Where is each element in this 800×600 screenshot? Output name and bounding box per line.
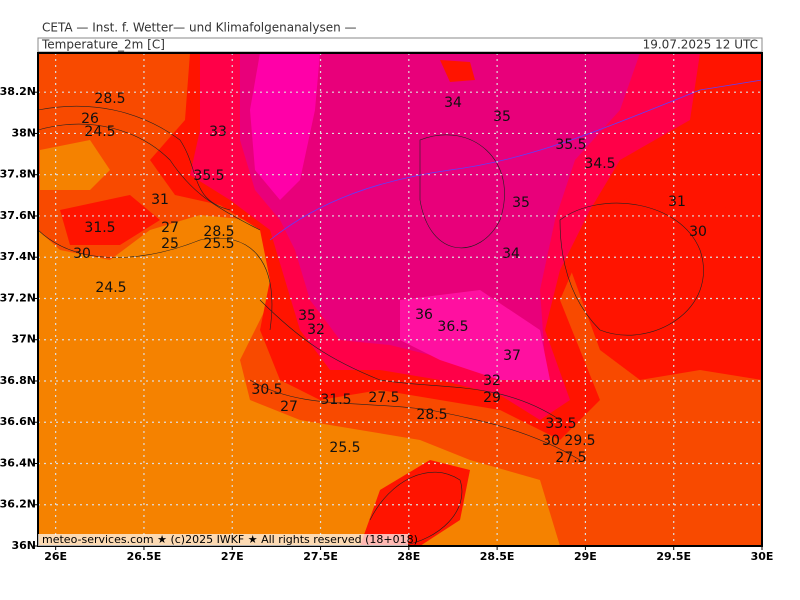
lat-tick-label: 36.8N: [0, 374, 36, 387]
contour-label: 30.5: [251, 382, 282, 398]
contour-label: 35: [512, 195, 530, 211]
contour-label: 32: [307, 322, 325, 338]
variable-label: Temperature_2m [C]: [41, 38, 165, 52]
contour-label: 27: [280, 399, 298, 415]
lat-tick-label: 37.4N: [0, 250, 36, 263]
lon-tick-label: 26E: [44, 550, 67, 563]
contour-label: 25: [161, 236, 179, 252]
contour-label: 29.5: [564, 433, 595, 449]
footer: meteo-services.com ★ (c)2025 IWKF ★ All …: [42, 533, 418, 546]
contour-label: 36.5: [437, 319, 468, 335]
lon-tick-label: 27.5E: [303, 550, 338, 563]
lon-tick-label: 26.5E: [127, 550, 162, 563]
lat-tick-label: 36N: [11, 539, 36, 552]
contour-label: 26: [81, 111, 99, 127]
lon-tick-label: 28.5E: [480, 550, 515, 563]
contour-label: 29: [483, 390, 501, 406]
graticule: [38, 53, 763, 547]
contour-label: 31.5: [320, 392, 351, 408]
valid-time: 19.07.2025 12 UTC: [643, 38, 758, 52]
lon-tick-label: 28E: [397, 550, 420, 563]
contour-label: 31.5: [84, 220, 115, 236]
lat-tick-label: 37.6N: [0, 209, 36, 222]
lat-tick-label: 38N: [11, 126, 36, 139]
axes: 26E 26.5E 27E 27.5E 28E 28.5E 29E 29.5E 30E 36N 36…: [0, 85, 773, 563]
lat-tick-label: 38.2N: [0, 85, 36, 98]
contour-label: 27.5: [555, 450, 586, 466]
contour-label: 33.5: [545, 416, 576, 432]
temperature-field: [38, 53, 762, 546]
contour-label: 27.5: [368, 390, 399, 406]
lat-tick-label: 37.8N: [0, 168, 36, 181]
contour-label: 35: [493, 109, 511, 125]
lat-tick-label: 37N: [11, 333, 36, 346]
contour-label: 28.5: [94, 91, 125, 107]
contour-label: 24.5: [95, 280, 126, 296]
contour-label: 28.5: [416, 407, 447, 423]
contour-label: 35: [298, 308, 316, 324]
lon-tick-label: 27E: [221, 550, 244, 563]
lat-tick-label: 36.2N: [0, 498, 36, 511]
contour-label: 32: [483, 373, 501, 389]
contour-label: 37: [503, 348, 521, 364]
contour-label: 30: [73, 246, 91, 262]
contour-label: 34.5: [584, 156, 615, 172]
contour-label: 34: [502, 246, 520, 262]
lon-tick-label: 30E: [751, 550, 774, 563]
contour-label: 33: [209, 124, 227, 140]
header-title: CETA — Inst. f. Wetter— und Klimafolgena…: [42, 21, 357, 35]
lat-tick-label: 36.6N: [0, 415, 36, 428]
contour-label: 27: [161, 220, 179, 236]
lon-tick-label: 29E: [574, 550, 597, 563]
contour-label: 35.5: [555, 137, 586, 153]
contour-label: 34: [444, 95, 462, 111]
contour-label: 36: [415, 307, 433, 323]
contour-label: 31: [151, 192, 169, 208]
lat-tick-label: 36.4N: [0, 456, 36, 469]
lon-tick-label: 29.5E: [656, 550, 691, 563]
footer-box: [38, 534, 408, 546]
contour-label: 28.5: [203, 224, 234, 240]
contour-label: 31: [668, 194, 686, 210]
contour-label: 35.5: [193, 168, 224, 184]
lat-tick-label: 37.2N: [0, 291, 36, 304]
contour-label: 25.5: [203, 236, 234, 252]
contour-label: 25.5: [329, 440, 360, 456]
contour-label: 30: [542, 433, 560, 449]
contour-label: 24.5: [84, 124, 115, 140]
contour-label: 30: [689, 224, 707, 240]
